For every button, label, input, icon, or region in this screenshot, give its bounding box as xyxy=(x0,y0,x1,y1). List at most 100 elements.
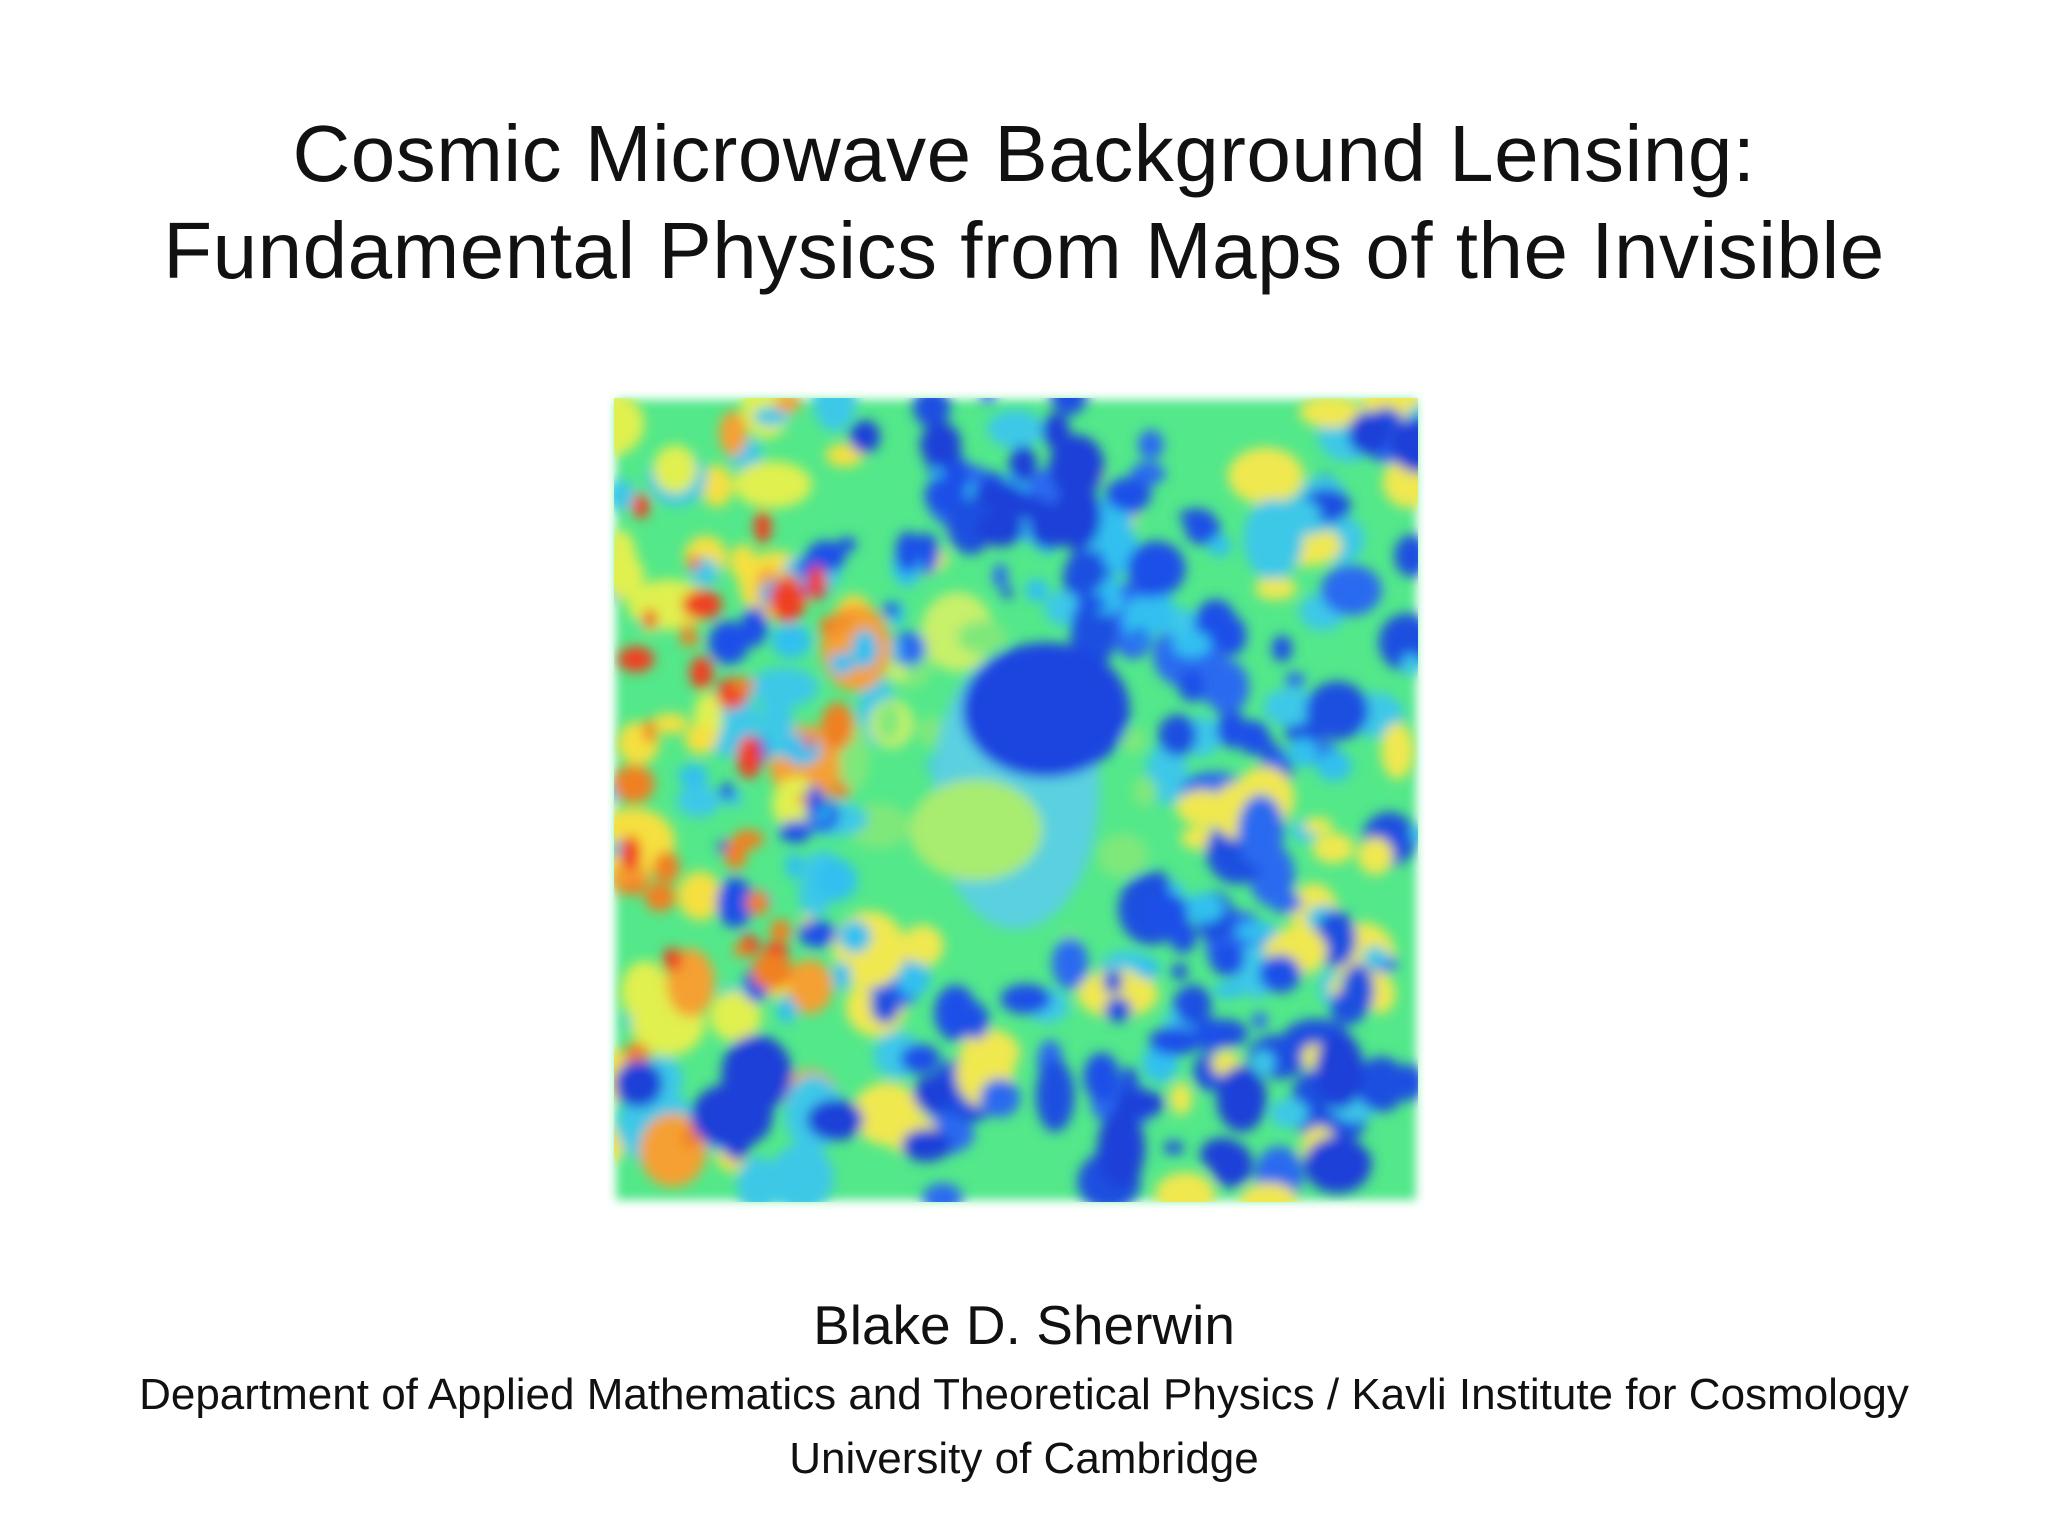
map-texture xyxy=(1154,1172,1216,1202)
map-texture xyxy=(1303,817,1333,834)
map-texture xyxy=(733,461,812,509)
map-texture xyxy=(733,943,750,958)
map-texture xyxy=(736,735,762,779)
map-texture xyxy=(785,853,804,880)
map-texture xyxy=(1009,445,1037,483)
map-texture xyxy=(832,961,852,990)
map-texture xyxy=(644,883,676,912)
map-texture xyxy=(1025,578,1049,602)
map-texture xyxy=(719,782,735,800)
map-texture xyxy=(1050,398,1088,416)
map-texture xyxy=(813,398,857,432)
map-texture xyxy=(723,1122,751,1162)
map-texture xyxy=(786,959,833,1014)
map-texture xyxy=(1269,1098,1309,1129)
map-texture xyxy=(922,1183,963,1202)
map-texture xyxy=(1000,983,1052,1015)
map-texture xyxy=(769,919,792,942)
map-texture xyxy=(662,947,683,972)
map-texture xyxy=(895,530,921,574)
map-texture xyxy=(1330,989,1366,1025)
map-texture xyxy=(614,764,655,804)
map-texture xyxy=(681,1127,702,1149)
map-texture xyxy=(981,398,995,404)
map-texture xyxy=(716,877,754,928)
map-texture xyxy=(920,421,962,468)
map-texture xyxy=(684,724,718,755)
map-texture xyxy=(1216,615,1247,656)
map-texture xyxy=(1333,1145,1372,1180)
map-texture xyxy=(745,890,770,916)
map-texture xyxy=(797,793,809,804)
map-texture xyxy=(1200,1137,1244,1171)
map-texture xyxy=(676,784,721,818)
map-texture xyxy=(1251,1012,1268,1030)
affiliation: Department of Applied Mathematics and Th… xyxy=(139,1370,1909,1419)
map-texture xyxy=(731,677,755,695)
map-texture xyxy=(1138,429,1164,460)
map-texture xyxy=(1239,1182,1298,1202)
map-texture xyxy=(1103,969,1123,994)
map-texture xyxy=(934,985,977,1041)
map-texture xyxy=(1227,447,1304,505)
map-texture xyxy=(901,1128,952,1162)
map-texture xyxy=(886,663,907,682)
map-texture xyxy=(837,536,857,552)
map-texture xyxy=(677,871,722,921)
map-texture xyxy=(1083,1052,1120,1103)
map-texture xyxy=(798,920,837,948)
map-texture xyxy=(805,785,824,817)
map-texture xyxy=(1362,946,1389,968)
map-texture xyxy=(621,879,646,895)
map-texture xyxy=(651,713,689,734)
map-texture xyxy=(900,1043,941,1075)
map-texture xyxy=(838,920,872,953)
map-texture xyxy=(737,1156,780,1202)
map-texture xyxy=(617,646,655,673)
map-texture xyxy=(1237,794,1285,868)
map-texture xyxy=(777,996,797,1024)
map-texture xyxy=(1113,1089,1141,1130)
map-texture xyxy=(749,667,819,708)
map-texture xyxy=(1291,500,1321,534)
map-texture xyxy=(981,482,1025,513)
map-texture xyxy=(1235,921,1279,942)
map-texture xyxy=(1172,630,1212,658)
map-texture xyxy=(1158,714,1197,757)
map-texture xyxy=(783,734,822,766)
map-texture xyxy=(830,782,851,799)
map-texture xyxy=(1320,564,1382,616)
map-texture xyxy=(1097,1109,1146,1188)
map-texture xyxy=(1035,1059,1075,1132)
map-texture xyxy=(701,464,733,508)
map-texture xyxy=(803,735,815,749)
map-texture xyxy=(690,1083,773,1149)
map-texture xyxy=(614,398,645,456)
map-texture xyxy=(979,1078,1021,1118)
map-texture xyxy=(913,398,951,428)
map-texture xyxy=(1134,957,1161,980)
map-texture xyxy=(1288,738,1318,767)
map-texture xyxy=(1131,628,1148,640)
map-texture xyxy=(962,642,1130,778)
map-texture xyxy=(753,406,790,427)
map-texture xyxy=(814,859,858,901)
map-texture xyxy=(976,511,1024,547)
map-texture xyxy=(681,589,723,620)
institution: University of Cambridge xyxy=(789,1434,1259,1483)
map-texture xyxy=(851,629,878,669)
map-texture xyxy=(992,563,1008,589)
map-texture xyxy=(1355,1056,1407,1112)
title-line: Cosmic Microwave Background Lensing: xyxy=(292,109,1756,198)
map-texture xyxy=(614,479,635,511)
map-texture xyxy=(689,656,714,690)
map-texture xyxy=(1305,681,1369,741)
map-texture xyxy=(1001,586,1014,599)
map-texture xyxy=(1120,727,1147,754)
map-texture xyxy=(1285,671,1306,688)
map-texture xyxy=(653,444,698,494)
map-texture xyxy=(769,1143,834,1202)
map-texture xyxy=(806,1099,864,1141)
map-texture xyxy=(631,493,650,519)
map-texture xyxy=(1216,1065,1267,1132)
